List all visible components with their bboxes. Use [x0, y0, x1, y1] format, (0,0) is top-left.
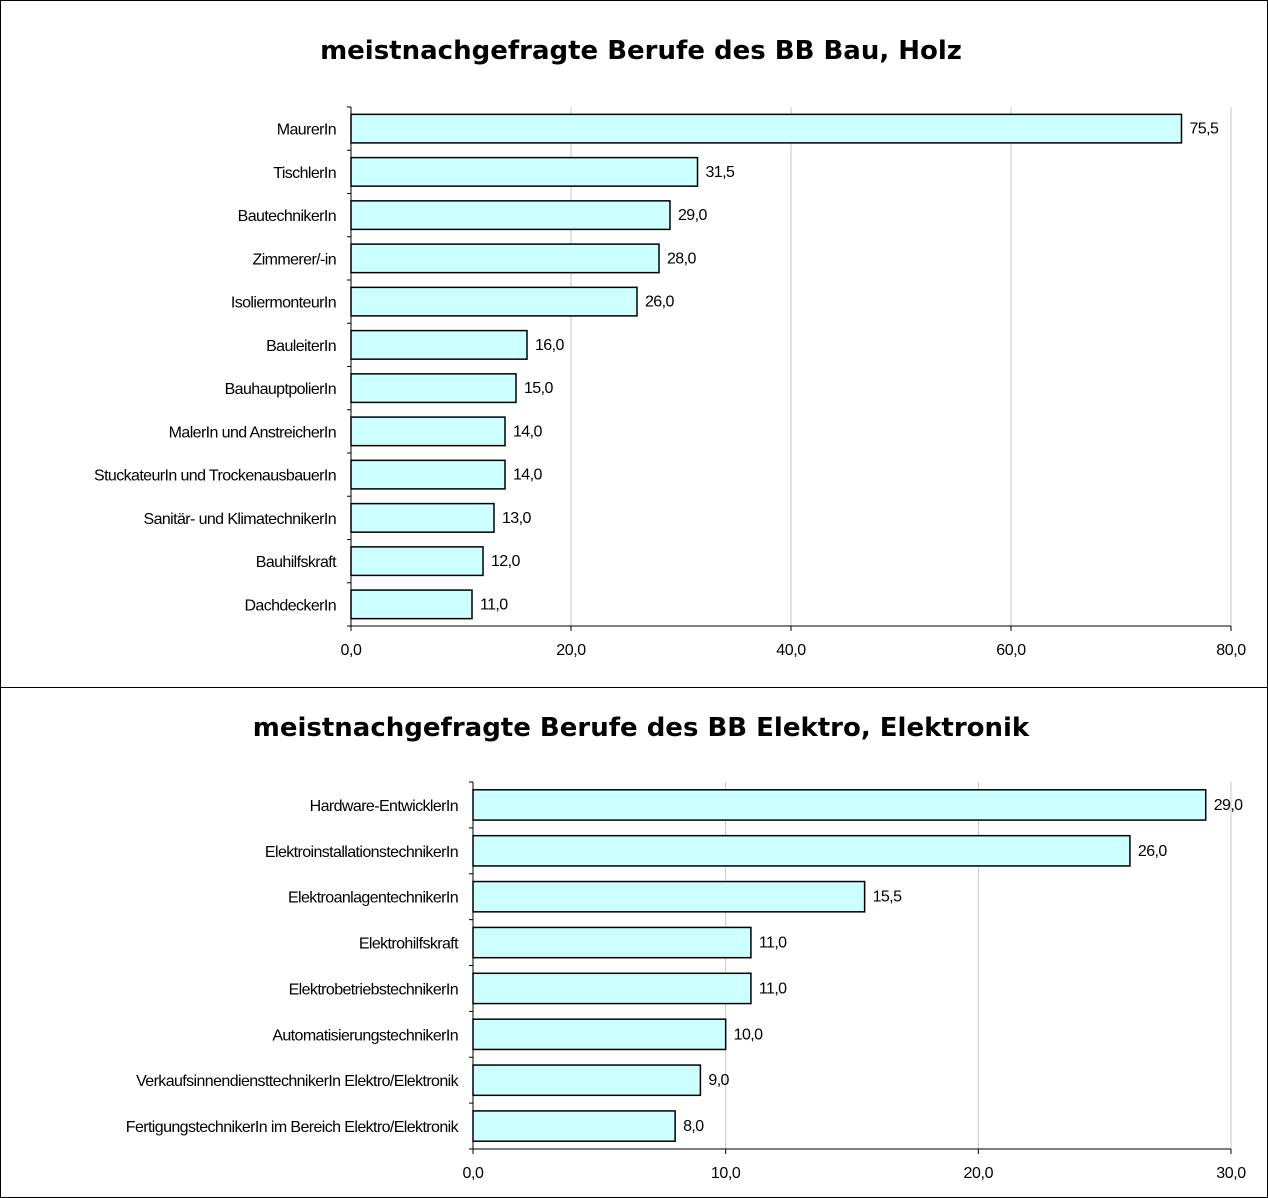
x-tick-label: 20,0 [556, 642, 586, 659]
bar [351, 374, 516, 403]
data-label: 31,5 [706, 164, 735, 181]
category-label: Sanitär- und KlimatechnikerIn [144, 511, 336, 528]
x-tick-label: 0,0 [462, 1165, 484, 1182]
bar [473, 973, 751, 1003]
category-label: TischlerIn [273, 165, 336, 182]
chart-elektro-elektronik: meistnachgefragte Berufe des BB Elektro,… [1, 688, 1267, 1197]
data-label: 13,0 [502, 510, 531, 527]
data-label: 11,0 [759, 980, 787, 997]
bar [351, 460, 505, 489]
bar [351, 114, 1182, 143]
bar [351, 201, 670, 230]
category-label: AutomatisierungstechnikerIn [272, 1027, 458, 1044]
bar [351, 244, 659, 273]
bar [473, 1019, 726, 1049]
chart-bau-holz: meistnachgefragte Berufe des BB Bau, Hol… [1, 1, 1267, 688]
category-label: Elektrohilfskraft [359, 936, 459, 953]
category-label: ElektroanlagentechnikerIn [288, 890, 458, 907]
category-label: MaurerIn [277, 122, 336, 139]
data-label: 26,0 [1138, 843, 1167, 860]
category-label: BauleiterIn [266, 338, 336, 355]
bar [473, 882, 865, 912]
x-tick-label: 10,0 [711, 1165, 741, 1182]
category-label: MalerIn und AnstreicherIn [169, 424, 336, 441]
x-tick-label: 0,0 [340, 642, 362, 659]
category-label: Bauhilfskraft [256, 554, 337, 571]
data-label: 28,0 [667, 250, 696, 267]
bar [473, 927, 751, 957]
data-label: 15,5 [873, 889, 902, 906]
x-tick-label: 60,0 [996, 642, 1026, 659]
data-label: 11,0 [759, 935, 787, 952]
x-tick-label: 40,0 [776, 642, 806, 659]
data-label: 29,0 [1214, 797, 1243, 814]
data-label: 16,0 [535, 337, 564, 354]
bar [473, 836, 1130, 866]
bar [351, 417, 505, 446]
category-label: FertigungstechnikerIn im Bereich Elektro… [126, 1119, 460, 1136]
data-label: 8,0 [683, 1118, 704, 1135]
data-label: 12,0 [491, 553, 520, 570]
chart-title: meistnachgefragte Berufe des BB Elektro,… [253, 713, 1030, 743]
category-label: BauhauptpolierIn [225, 381, 336, 398]
data-label: 29,0 [678, 207, 707, 224]
bar [351, 158, 698, 187]
chart-title: meistnachgefragte Berufe des BB Bau, Hol… [320, 36, 962, 66]
x-tick-label: 20,0 [964, 1165, 994, 1182]
category-label: DachdeckerIn [244, 597, 336, 614]
x-tick-label: 80,0 [1216, 642, 1246, 659]
data-label: 15,0 [524, 380, 553, 397]
data-label: 26,0 [645, 294, 674, 311]
bar [473, 1065, 700, 1095]
bar [473, 790, 1206, 820]
data-label: 11,0 [480, 596, 508, 613]
x-tick-label: 30,0 [1216, 1165, 1246, 1182]
data-label: 14,0 [513, 467, 542, 484]
data-label: 14,0 [513, 423, 542, 440]
bar [473, 1111, 675, 1141]
data-label: 10,0 [734, 1026, 763, 1043]
category-label: VerkaufsinnendiensttechnikerIn Elektro/E… [136, 1073, 460, 1090]
category-label: ElektrobetriebstechnikerIn [289, 981, 458, 998]
data-label: 9,0 [708, 1072, 729, 1089]
chart-panel-bau-holz: meistnachgefragte Berufe des BB Bau, Hol… [0, 0, 1268, 689]
chart-panel-elektro-elektronik: meistnachgefragte Berufe des BB Elektro,… [0, 687, 1268, 1198]
bar [351, 590, 472, 619]
bar [351, 331, 527, 360]
bar [351, 287, 637, 316]
category-label: StuckateurIn und TrockenausbauerIn [94, 468, 336, 485]
category-label: ElektroinstallationstechnikerIn [265, 844, 458, 861]
category-label: BautechnikerIn [238, 208, 336, 225]
data-label: 75,5 [1190, 121, 1219, 138]
category-label: IsoliermonteurIn [231, 295, 336, 312]
category-label: Zimmerer/-in [253, 251, 336, 268]
bar [351, 504, 494, 533]
bar [351, 547, 483, 576]
category-label: Hardware-EntwicklerIn [310, 798, 458, 815]
